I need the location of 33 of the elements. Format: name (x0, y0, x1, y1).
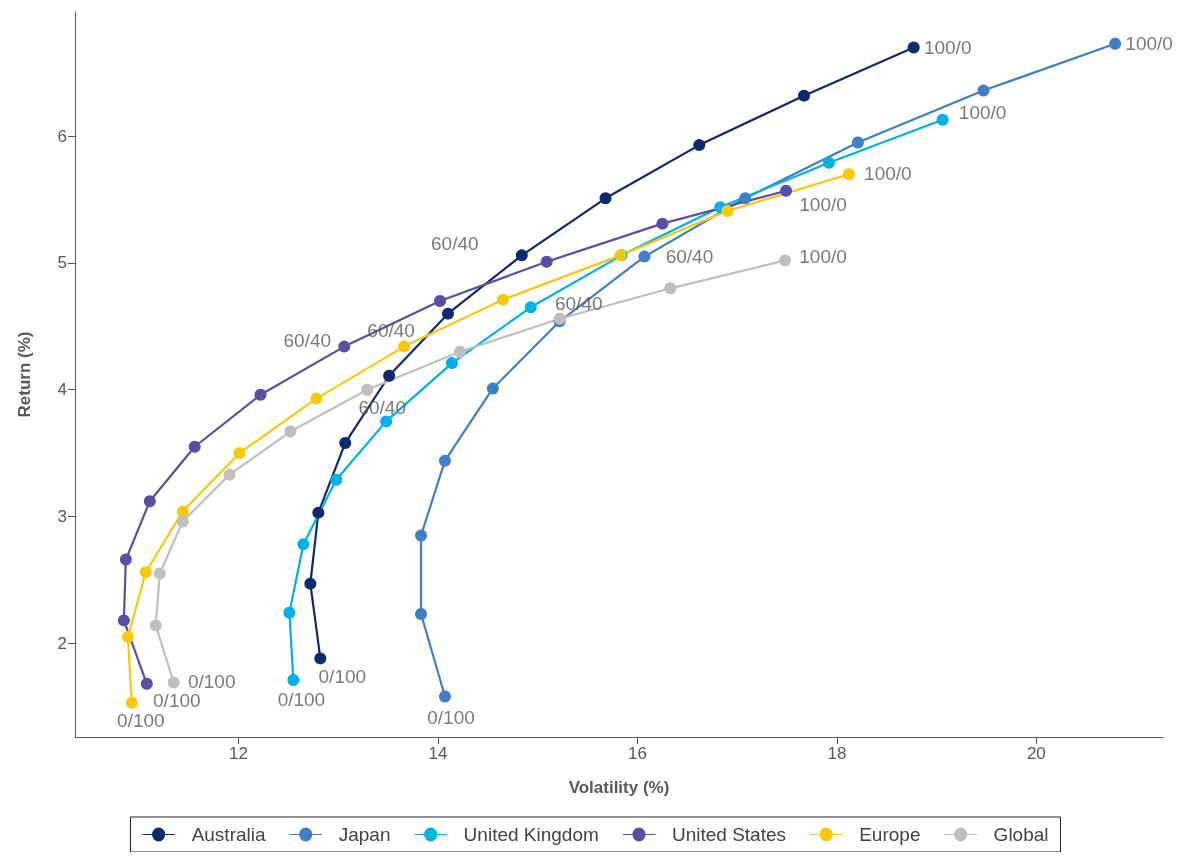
annotation: 0/100 (277, 689, 326, 711)
y-tick-label: 6 (57, 126, 67, 146)
x-tick-label: 18 (827, 744, 847, 763)
annotation: 0/100 (153, 690, 201, 712)
annotation: 60/40 (430, 232, 479, 254)
legend-label: Japan (338, 824, 391, 845)
x-tick-label: 16 (627, 744, 647, 763)
annotation: 100/0 (1125, 33, 1173, 55)
annotation: 0/100 (427, 706, 475, 728)
annotation: 60/40 (665, 246, 714, 268)
legend-label: United States (671, 824, 787, 845)
annotation: 60/40 (283, 330, 332, 352)
x-tick-label: 14 (428, 744, 448, 763)
x-axis-title: Volatility (%) (568, 778, 670, 797)
annotation: 100/0 (799, 194, 847, 216)
annotation: 100/0 (799, 245, 847, 267)
legend-label: Europe (859, 824, 921, 845)
x-tick-label: 20 (1026, 744, 1046, 763)
annotation: 0/100 (187, 671, 236, 692)
y-tick-label: 5 (57, 253, 67, 273)
annotation: 100/0 (864, 162, 912, 184)
y-tick-label: 3 (57, 506, 67, 526)
annotation: 100/0 (923, 36, 972, 58)
y-axis-title: Return (%) (15, 331, 34, 418)
legend-label: Australia (191, 824, 266, 845)
legend-label: United Kingdom (463, 824, 599, 845)
x-tick-label: 12 (229, 744, 249, 763)
annotation: 0/100 (117, 710, 165, 732)
y-tick-label: 2 (57, 633, 67, 653)
y-tick-label: 4 (57, 380, 67, 400)
legend-label: Global (993, 824, 1049, 845)
annotation: 0/100 (318, 665, 367, 687)
annotation: 100/0 (958, 102, 1007, 124)
